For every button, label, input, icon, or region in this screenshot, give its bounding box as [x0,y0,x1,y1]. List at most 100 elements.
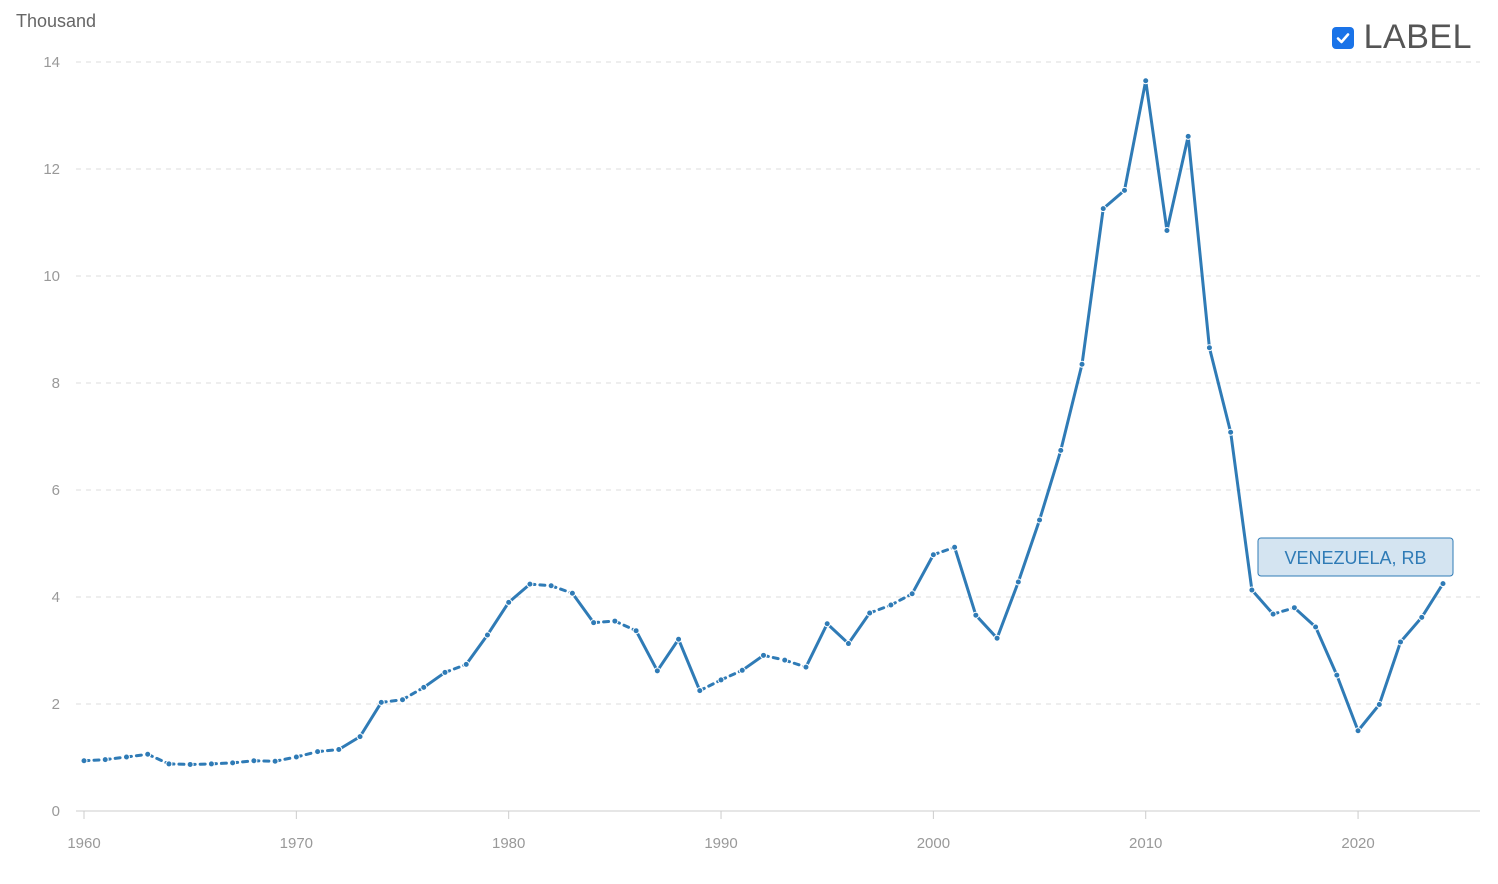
series-segment [507,582,532,604]
data-point [292,753,300,761]
data-point [1439,580,1447,588]
data-point [1248,586,1256,594]
data-point [844,640,852,648]
data-point [1184,132,1192,140]
series-segment [337,735,362,751]
data-point [611,617,619,625]
data-point [186,760,194,768]
series-segment [103,755,128,762]
data-point [951,543,959,551]
series-label-box [1257,537,1454,577]
checkbox-checked-icon[interactable] [1331,26,1354,49]
y-tick-label: 2 [52,696,60,713]
series-segment [740,653,765,672]
series-segment [825,622,850,646]
data-point [441,668,449,676]
data-point [1375,701,1383,709]
x-tick-label: 2020 [1341,835,1374,852]
data-point [377,698,385,706]
y-tick-label: 10 [43,268,60,285]
data-point [1014,578,1022,586]
data-point [632,627,640,635]
y-tick-label: 6 [52,482,60,499]
data-point [144,750,152,758]
series-segment [613,619,638,633]
series-segment [273,755,298,763]
y-tick-label: 14 [43,54,60,71]
data-point [1163,227,1171,235]
series-segment [889,592,914,607]
series-segment [401,685,426,702]
series-segment [252,759,277,763]
series-segment [719,668,744,682]
series-segment [422,670,447,689]
data-point [207,760,215,768]
data-point [229,759,237,767]
data-point [1205,344,1213,352]
series-segment [846,611,872,646]
series-segment [1250,588,1275,616]
data-point [908,590,916,598]
series-segment [485,600,511,637]
series-segment [1292,606,1318,629]
legend-label-toggle[interactable]: LABEL [1331,18,1472,57]
data-point [781,656,789,664]
series-segment [1356,703,1381,733]
data-point [271,757,279,765]
series-segment [698,678,723,693]
series-segment [1207,346,1233,434]
series-segment [294,750,320,759]
series-segment [1399,615,1424,644]
series-segment [464,633,489,666]
series-segment [528,582,553,588]
series-segment [1377,640,1403,707]
data-point [993,634,1001,642]
data-point [653,667,661,675]
data-point [1312,623,1320,631]
y-tick-label: 4 [52,589,60,606]
series-segment [1165,134,1190,233]
series-segment [549,584,574,595]
data-point [929,551,937,559]
series-segment [146,752,171,766]
data-point [483,631,491,639]
x-tick-label: 1960 [67,835,100,852]
series-segment [1101,188,1126,211]
series-segment [209,761,235,766]
x-tick-label: 2000 [917,835,950,852]
x-tick-label: 2010 [1129,835,1162,852]
data-point [80,757,88,765]
data-point [399,696,407,704]
series-segment [188,762,213,766]
series-segment [1059,362,1084,452]
series-segment [1335,673,1360,733]
data-point [887,601,895,609]
data-point [1036,516,1044,524]
series-segment [1080,207,1105,366]
data-point [101,756,109,764]
series-segment [868,603,893,615]
data-point [547,582,555,590]
data-point [866,609,874,617]
x-tick-label: 1980 [492,835,525,852]
data-point [972,611,980,619]
series-segment [995,580,1020,640]
data-point [568,589,576,597]
data-point [1120,186,1128,194]
series-segment [910,553,935,596]
data-point [802,663,810,671]
data-point [738,666,746,674]
data-point [1269,610,1277,618]
series-segment [1314,625,1339,677]
series-segment [1122,79,1148,192]
data-point [335,745,343,753]
series-segment [443,662,468,674]
series-segment [634,629,659,673]
y-unit-label: Thousand [16,11,97,31]
series-segment [124,752,150,759]
series-segment [1038,448,1063,522]
series-segment [1144,79,1169,233]
data-point [250,757,258,765]
series-segment [379,698,405,704]
